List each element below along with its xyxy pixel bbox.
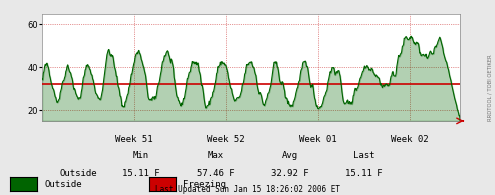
Text: Avg: Avg xyxy=(282,151,297,160)
Text: 57.46 F: 57.46 F xyxy=(197,169,234,178)
Text: Week 02: Week 02 xyxy=(392,135,429,144)
Text: RRDTOOL / TOBI OETIKER: RRDTOOL / TOBI OETIKER xyxy=(488,55,493,121)
Text: Week 52: Week 52 xyxy=(207,135,245,144)
Text: 15.11 F: 15.11 F xyxy=(345,169,383,178)
Text: 15.11 F: 15.11 F xyxy=(122,169,160,178)
Text: Last: Last xyxy=(353,151,375,160)
Text: Min: Min xyxy=(133,151,149,160)
Text: 32.92 F: 32.92 F xyxy=(271,169,308,178)
Text: Freezing: Freezing xyxy=(183,180,226,189)
Text: Max: Max xyxy=(207,151,223,160)
Text: Week 01: Week 01 xyxy=(299,135,337,144)
Text: Outside: Outside xyxy=(45,180,82,189)
Text: Outside: Outside xyxy=(59,169,97,178)
Text: Last Updated Sun Jan 15 18:26:02 2006 ET: Last Updated Sun Jan 15 18:26:02 2006 ET xyxy=(155,185,340,194)
Text: Week 51: Week 51 xyxy=(115,135,153,144)
